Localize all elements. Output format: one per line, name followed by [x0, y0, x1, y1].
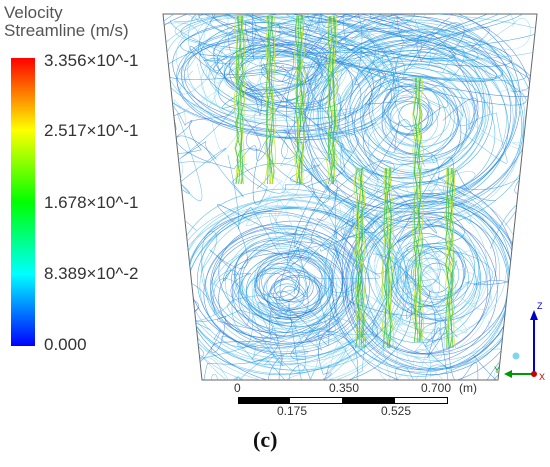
scale-label-0700: 0.700 [421, 381, 452, 395]
streamline-figure [162, 13, 538, 381]
z-axis-label: Z [537, 301, 543, 311]
scale-segment-3 [342, 397, 394, 404]
scale-unit: (m) [459, 381, 477, 395]
scale-label-0175: 0.175 [277, 404, 308, 418]
y-axis-label: Y [494, 365, 500, 375]
scale-label-0525: 0.525 [381, 404, 412, 418]
legend-tick-max: 3.356×10^-1 [44, 51, 139, 70]
axis-triad: Z Y X [494, 301, 545, 382]
scale-segment-2 [290, 397, 342, 404]
legend-tick-4: 8.389×10^-2 [44, 264, 139, 283]
legend-tick-3: 1.678×10^-1 [44, 193, 139, 212]
x-axis-dot [531, 371, 537, 377]
scale-label-0: 0 [234, 381, 241, 395]
legend-tick-2: 2.517×10^-1 [44, 121, 139, 140]
z-axis-arrow [530, 310, 538, 320]
legend-title-line1: Velocity [4, 3, 63, 22]
scale-label-0350: 0.350 [329, 381, 360, 395]
x-axis-label: X [539, 372, 545, 382]
y-axis-arrow [504, 370, 512, 378]
panel-label: (c) [253, 427, 278, 452]
legend-tick-min: 0.000 [44, 335, 87, 354]
scale-segment-4 [394, 397, 448, 404]
legend-title: Velocity Streamline (m/s) [4, 4, 129, 40]
color-bar [11, 58, 35, 346]
view-sphere-icon [512, 352, 520, 360]
scale-segment-1 [238, 397, 290, 404]
legend-title-line2: Streamline (m/s) [4, 21, 129, 40]
